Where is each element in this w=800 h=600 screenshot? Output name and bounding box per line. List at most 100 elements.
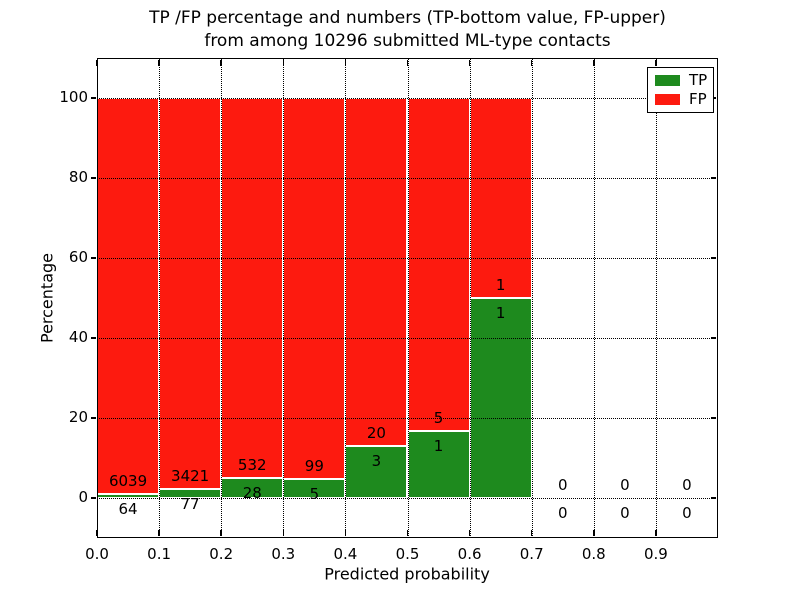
horizontal-gridline [97, 338, 718, 339]
fp-count-annotation: 20 [366, 423, 386, 442]
fp-count-annotation: 5 [433, 409, 444, 428]
tp-count-annotation: 77 [180, 495, 200, 514]
y-tick-label: 100 [59, 88, 88, 106]
legend-item-tp: TP [655, 71, 708, 90]
fp-count-annotation: 532 [237, 456, 267, 474]
y-tick-right [711, 337, 717, 339]
tp-count-annotation: 0 [682, 504, 692, 522]
fp-count-annotation: 6039 [108, 471, 148, 490]
y-tick-right [711, 417, 717, 419]
vertical-gridline [469, 58, 471, 538]
legend-item-fp: FP [655, 89, 707, 108]
fp-color-swatch [655, 93, 680, 105]
plot-area: 6039 64 3421 77 532 28 99 5 20 3 5 1 1 1 0 0 0 0 0 0 TP FP [90, 58, 718, 538]
x-tick-bottom [593, 530, 595, 537]
x-tick-label: 0.4 [333, 545, 358, 563]
vertical-gridline [407, 58, 409, 538]
y-tick-label: 40 [68, 328, 88, 346]
tp-color-swatch [655, 75, 680, 87]
legend-label-fp: FP [689, 89, 707, 108]
vertical-gridline [593, 58, 595, 538]
legend: TP FP [647, 67, 714, 113]
tp-bar-segment [345, 445, 408, 498]
x-tick-bottom [158, 530, 160, 537]
horizontal-gridline [97, 98, 718, 99]
y-tick-right [711, 257, 717, 259]
tp-count-annotation: 0 [557, 504, 568, 522]
fp-bar-segment [345, 98, 408, 446]
x-tick-bottom [406, 530, 409, 537]
fp-count-annotation: 0 [557, 476, 568, 494]
fp-bar-segment [407, 98, 470, 432]
vertical-gridline [655, 58, 657, 538]
x-tick-label: 0.9 [643, 545, 668, 563]
x-tick-label: 0.0 [85, 545, 109, 563]
vertical-gridline [159, 58, 161, 538]
x-tick-top [655, 59, 657, 66]
horizontal-gridline [97, 498, 718, 499]
y-tick-label: 80 [68, 168, 88, 186]
vertical-gridline [531, 58, 533, 538]
tp-bar-segment [469, 298, 532, 498]
x-tick-top [468, 59, 471, 66]
chart-title-line1: TP /FP percentage and numbers (TP-bottom… [149, 8, 666, 28]
x-tick-top [220, 59, 222, 66]
vertical-gridline [345, 58, 347, 538]
vertical-gridline [221, 58, 223, 538]
tp-count-annotation: 1 [495, 304, 506, 322]
y-tick-right [711, 177, 717, 179]
fp-count-annotation: 0 [620, 476, 630, 494]
x-tick-label: 0.7 [519, 545, 544, 563]
y-tick-label: 60 [68, 248, 88, 266]
horizontal-gridline [97, 178, 718, 179]
x-tick-top [282, 59, 285, 66]
horizontal-gridline [97, 258, 718, 259]
x-tick-bottom [282, 530, 285, 537]
y-tick-left [90, 97, 96, 99]
fp-count-annotation: 99 [304, 456, 324, 475]
x-tick-top [158, 59, 160, 66]
tp-count-annotation: 5 [309, 484, 320, 503]
legend-label-tp: TP [689, 71, 708, 90]
tp-count-annotation: 64 [118, 499, 138, 518]
x-tick-top [530, 59, 533, 66]
x-tick-top [593, 59, 595, 66]
x-tick-bottom [530, 530, 533, 537]
tp-bar-segment [407, 431, 470, 498]
y-tick-right [711, 497, 717, 499]
tp-count-annotation: 28 [242, 484, 262, 502]
fp-count-annotation: 0 [682, 476, 692, 494]
x-tick-label: 0.1 [147, 545, 172, 563]
fp-bar-segment [469, 98, 532, 298]
vertical-gridline [283, 58, 285, 538]
y-tick-left [90, 417, 96, 419]
x-tick-label: 0.8 [581, 545, 606, 563]
x-tick-bottom [655, 530, 657, 537]
x-tick-label: 0.6 [457, 545, 482, 563]
x-tick-label: 0.5 [395, 545, 420, 563]
x-tick-top [344, 59, 347, 66]
tp-count-annotation: 1 [433, 437, 444, 456]
y-tick-left [90, 257, 96, 259]
x-tick-top [96, 59, 98, 66]
chart-title: TP /FP percentage and numbers (TP-bottom… [97, 7, 718, 53]
tp-count-annotation: 3 [371, 451, 382, 470]
tp-count-annotation: 0 [620, 504, 630, 522]
fp-bar-segment [221, 98, 284, 478]
fp-count-annotation: 1 [495, 276, 506, 294]
x-tick-bottom [96, 530, 98, 537]
horizontal-gridline [97, 418, 718, 419]
x-tick-top [406, 59, 409, 66]
x-tick-label: 0.2 [209, 545, 234, 563]
y-tick-left [90, 337, 96, 339]
y-tick-label: 0 [78, 488, 88, 506]
fp-bar-segment [283, 98, 346, 479]
fp-bar-segment [97, 98, 160, 494]
x-tick-bottom [344, 530, 347, 537]
chart-title-line2: from among 10296 submitted ML-type conta… [204, 31, 611, 51]
x-tick-bottom [220, 530, 222, 537]
x-tick-bottom [468, 530, 471, 537]
y-tick-left [90, 497, 96, 499]
fp-bar-segment [159, 98, 222, 490]
